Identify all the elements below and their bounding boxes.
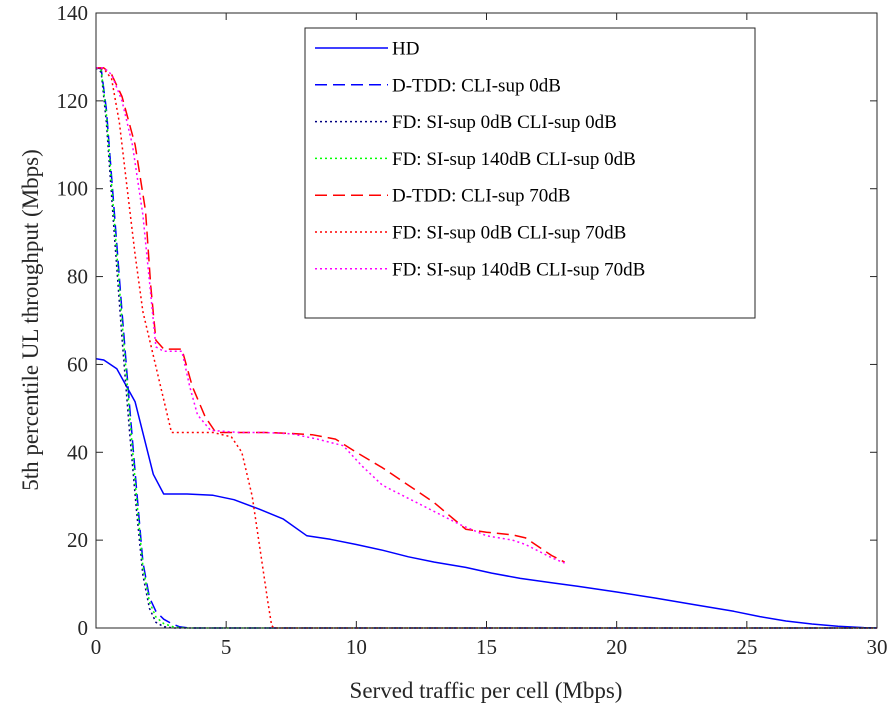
y-tick-label: 100: [57, 177, 89, 201]
legend-label-2: D-TDD: CLI-sup 0dB: [392, 75, 561, 96]
series-line-4: [95, 67, 877, 629]
legend-label-4: FD: SI-sup 140dB CLI-sup 0dB: [392, 149, 636, 170]
x-tick-label: 15: [476, 635, 497, 659]
x-tick-label: 25: [736, 635, 757, 659]
y-tick-label: 80: [67, 265, 88, 289]
data-lines: [95, 67, 878, 629]
legend-label-1: HD: [392, 39, 419, 60]
series-line-6: [95, 67, 877, 629]
series-line-5: [96, 67, 565, 563]
x-tick-label: 5: [221, 635, 232, 659]
legend-label-7: FD: SI-sup 140dB CLI-sup 70dB: [392, 259, 645, 280]
y-tick-label: 0: [78, 616, 89, 640]
x-tick-label: 30: [867, 635, 888, 659]
series-line-1: [95, 357, 878, 629]
legend-box: [304, 27, 756, 319]
legend-label-3: FD: SI-sup 0dB CLI-sup 0dB: [392, 112, 617, 133]
series-line-3: [95, 67, 877, 629]
x-tick-label: 10: [346, 635, 367, 659]
legend-label-5: D-TDD: CLI-sup 70dB: [392, 186, 570, 207]
y-axis-label: 5th percentile UL throughput (Mbps): [18, 149, 43, 491]
x-tick-label: 20: [606, 635, 627, 659]
y-tick-label: 60: [67, 352, 88, 376]
legend-label-6: FD: SI-sup 0dB CLI-sup 70dB: [392, 223, 626, 244]
tick-labels: 0 5 10 15 20 25 30 0 20 40 60 80 100 120 140: [57, 1, 888, 659]
plot-area-frame: [95, 12, 878, 629]
y-tick-label: 140: [57, 1, 89, 25]
legend-items: HD D-TDD: CLI-sup 0dB FD: SI-sup 0dB CLI-s…: [315, 39, 645, 280]
y-tick-label: 40: [67, 440, 88, 464]
y-tick-label: 20: [67, 528, 88, 552]
series-line-2: [95, 67, 877, 629]
y-tick-label: 120: [57, 89, 89, 113]
legend: HD D-TDD: CLI-sup 0dB FD: SI-sup 0dB CLI-s…: [304, 27, 756, 319]
x-axis-label: Served traffic per cell (Mbps): [350, 678, 623, 703]
x-tick-label: 0: [91, 635, 102, 659]
